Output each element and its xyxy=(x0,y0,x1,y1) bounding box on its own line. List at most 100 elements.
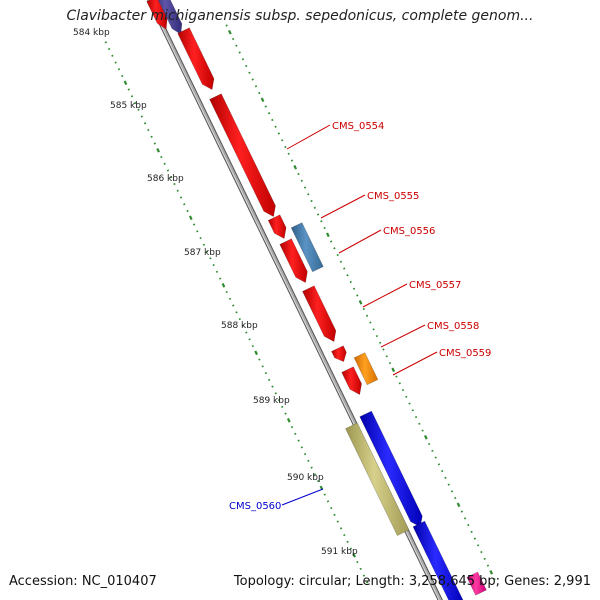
scale-tick xyxy=(395,375,398,378)
accession-text: Accession: NC_010407 xyxy=(9,574,157,589)
scale-tick xyxy=(339,260,343,263)
leader-cms-0555 xyxy=(320,194,366,219)
scale-tick xyxy=(372,328,375,331)
gene-label-cms-0556[interactable]: CMS_0556 xyxy=(383,226,435,237)
gene-label-cms-0559[interactable]: CMS_0559 xyxy=(439,348,491,359)
scale-label-590: 590 kbp xyxy=(287,473,324,483)
scale-label-585: 585 kbp xyxy=(110,101,147,111)
scale-label-589: 589 kbp xyxy=(253,396,290,406)
scale-tick xyxy=(281,405,284,408)
scale-tick xyxy=(414,415,418,419)
scale-tick xyxy=(441,469,444,473)
scale-tick xyxy=(333,513,336,516)
scale-tick xyxy=(150,135,153,138)
gene-arrow-cms-0558[interactable] xyxy=(331,345,347,363)
gene-label-cms-0558[interactable]: CMS_0558 xyxy=(427,321,479,332)
scale-tick xyxy=(280,139,284,142)
gene-label-cms-0555[interactable]: CMS_0555 xyxy=(367,191,419,202)
scale-tick xyxy=(107,47,111,51)
scale-tick xyxy=(212,263,215,267)
scale-tick xyxy=(179,196,183,199)
scale-tick xyxy=(238,317,241,321)
scale-tick xyxy=(238,51,241,54)
scale-tick xyxy=(241,324,245,327)
gene-label-cms-0557[interactable]: CMS_0557 xyxy=(409,280,461,291)
scale-tick xyxy=(369,321,372,324)
scale-tick xyxy=(382,348,385,351)
scale-tick xyxy=(456,502,461,508)
scale-tick xyxy=(326,232,330,238)
scale-tick xyxy=(202,243,206,246)
scale-tick xyxy=(153,142,157,145)
scale-tick xyxy=(408,402,411,405)
scale-tick xyxy=(434,456,437,459)
scale-tick xyxy=(359,567,362,570)
scale-tick xyxy=(356,294,359,297)
scale-tick xyxy=(137,108,140,111)
scale-tick xyxy=(111,54,114,57)
leader-cms-0558 xyxy=(380,324,426,348)
scale-tick xyxy=(163,162,166,165)
scale-tick xyxy=(254,350,258,356)
scale-tick xyxy=(313,206,316,209)
scale-tick xyxy=(104,41,108,44)
scale-tick xyxy=(231,37,235,41)
scale-tick xyxy=(489,570,494,575)
scale-tick xyxy=(268,378,271,381)
scale-tick xyxy=(241,58,245,61)
scale-tick xyxy=(385,355,388,358)
scale-tick xyxy=(418,422,421,425)
scale-tick xyxy=(286,418,291,423)
gene-arrow-cms-0557[interactable] xyxy=(302,285,337,343)
scale-tick xyxy=(294,432,297,435)
scale-tick xyxy=(352,553,356,558)
scale-tick xyxy=(297,439,300,442)
gene-arrow-cms-0559[interactable] xyxy=(353,352,379,386)
scale-tick xyxy=(349,547,353,550)
scale-tick xyxy=(251,344,255,348)
scale-tick xyxy=(437,463,441,466)
scale-tick xyxy=(330,506,333,510)
gene-arrow-cms-0557a[interactable] xyxy=(279,238,308,284)
scale-tick xyxy=(284,412,287,415)
gene-arrow-cms-0554[interactable] xyxy=(209,93,276,218)
scale-label-586: 586 kbp xyxy=(147,174,184,184)
scale-tick xyxy=(248,338,251,341)
gene-arrow-cms-0555[interactable] xyxy=(267,214,287,240)
scale-tick xyxy=(391,367,396,373)
gene-arrow-cms-0560[interactable] xyxy=(345,422,410,537)
leader-cms-0557 xyxy=(362,283,408,308)
scale-tick xyxy=(205,250,209,253)
scale-tick-tracks xyxy=(104,24,496,584)
scale-tick xyxy=(343,533,346,537)
gene-arrow-blue-b[interactable] xyxy=(412,520,464,600)
gene-arrow-magenta[interactable] xyxy=(466,571,487,596)
gene-labels: CMS_0554 CMS_0555 CMS_0556 CMS_0557 CMS_… xyxy=(229,121,491,512)
scale-tick xyxy=(225,290,228,294)
scale-tick xyxy=(140,115,143,118)
scale-tick xyxy=(130,95,134,98)
scale-tick xyxy=(290,159,294,162)
gene-arrow-red-a[interactable] xyxy=(146,0,168,30)
scale-tick xyxy=(362,307,365,311)
backbone xyxy=(147,0,443,600)
scale-tick xyxy=(444,476,447,479)
scale-tick xyxy=(123,80,128,86)
scale-tick xyxy=(297,172,300,176)
scale-tick xyxy=(186,209,189,213)
gene-arrow-purple-top[interactable] xyxy=(152,0,183,35)
gene-label-cms-0554[interactable]: CMS_0554 xyxy=(332,121,384,132)
gene-arrow-cms-0553[interactable] xyxy=(177,27,215,91)
gene-arrow-cms-0556[interactable] xyxy=(290,222,324,273)
scale-tick xyxy=(228,29,232,35)
scale-tick xyxy=(290,425,294,429)
scale-tick xyxy=(483,557,486,560)
scale-tick xyxy=(447,483,450,486)
gene-track xyxy=(146,0,487,600)
gene-label-cms-0560[interactable]: CMS_0560 xyxy=(229,501,281,512)
gene-arrow-cms-0559a[interactable] xyxy=(341,366,362,396)
scale-tick xyxy=(339,527,343,530)
scale-tick xyxy=(274,392,277,395)
gene-arrow-blue-a[interactable] xyxy=(359,410,423,528)
